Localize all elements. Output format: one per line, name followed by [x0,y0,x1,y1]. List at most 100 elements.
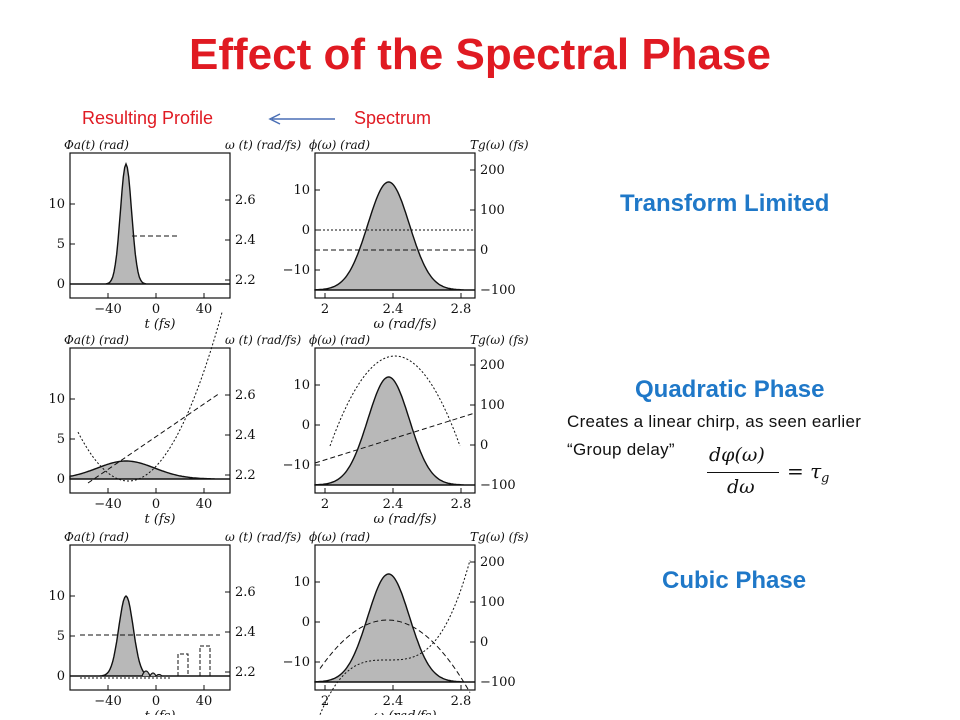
freq-panel-2-x-1: 2.4 [383,497,404,512]
freq-panel-2-delay [314,412,476,464]
freq-panel-2-yr-3: 200 [480,358,505,373]
label-transform-limited: Transform Limited [620,190,830,217]
phase-figure: Φa(t) (rad) ω (t) (rad/fs) 0 5 10 2.2 2.4 2.6 −4… [48,138,529,715]
time-panel-3-yr-2: 2.6 [235,585,256,600]
freq-panel-3-yr-2: 100 [480,595,505,610]
freq-panel-1-x-1: 2.4 [383,302,404,317]
freq-panel-1-yr-3: 200 [480,163,505,178]
time-panel-1-yl-1: 5 [57,237,65,252]
time-panel-1-left-label: Φa(t) (rad) [64,138,129,152]
time-panel-1-yr-0: 2.2 [235,273,256,288]
time-panel-3-yl-0: 0 [57,669,65,684]
time-panel-1-right-label: ω (t) (rad/fs) [225,138,301,152]
time-panel-2-yr-0: 2.2 [235,468,256,483]
time-panel-3-yr-0: 2.2 [235,665,256,680]
time-panel-3-left-label: Φa(t) (rad) [64,530,129,544]
freq-panel-2-yl-1: 0 [302,418,310,433]
freq-panel-3-spectrum [314,573,475,683]
time-panel-3-ripple [141,670,163,678]
freq-panel-2-yl-0: −10 [283,458,310,473]
time-panel-3-yl-1: 5 [57,629,65,644]
time-panel-1-yl-0: 0 [57,277,65,292]
time-panel-2-x-1: 0 [152,497,160,512]
slide-title: Effect of the Spectral Phase [189,30,771,79]
time-panel-1-yr-1: 2.4 [235,233,256,248]
time-panel-1-intensity [70,162,230,285]
freq-panel-1-yr-1: 0 [480,243,488,258]
freq-panel-2-x-0: 2 [321,497,329,512]
freq-panel-2-xlabel: ω (rad/fs) [373,512,436,527]
time-panel-2-yl-2: 10 [48,392,65,407]
freq-panel-2-right-label: Tg(ω) (fs) [470,333,529,347]
time-panel-3-steps [177,645,220,677]
time-panel-3-x-2: 40 [196,694,213,709]
time-panel-1-xlabel: t (fs) [145,317,176,332]
freq-panel-2-yr-2: 100 [480,398,505,413]
freq-panel-1-x-0: 2 [321,302,329,317]
time-panel-2-yr-1: 2.4 [235,428,256,443]
time-panel-1-x-1: 0 [152,302,160,317]
time-panel-2-freq [87,392,221,484]
time-panel-1-yr-2: 2.6 [235,193,256,208]
freq-panel-3-left-label: ϕ(ω) (rad) [309,530,370,544]
freq-panel-1-x-2: 2.8 [451,302,472,317]
time-panel-3-xlabel: t (fs) [145,709,176,715]
freq-panel-3-xlabel: ω (rad/fs) [373,709,436,715]
time-panel-1-x-0: −40 [94,302,121,317]
time-panel-3-right-label: ω (t) (rad/fs) [225,530,301,544]
freq-panel-3-yr-3: 200 [480,555,505,570]
time-panel-2-phase [77,312,223,482]
freq-panel-3-yr-1: 0 [480,635,488,650]
header-resulting-profile: Resulting Profile [82,108,214,128]
freq-panel-2-yl-2: 10 [293,378,310,393]
freq-panel-3-right-label: Tg(ω) (fs) [470,530,529,544]
eq-numerator: dφ(ω) [709,444,765,466]
note-group-delay: “Group delay” [567,440,675,459]
time-panel-3-yl-2: 10 [48,589,65,604]
time-panel-1-frame [69,152,231,299]
freq-panel-1-xlabel: ω (rad/fs) [373,317,436,332]
freq-panel-3-delay [319,619,471,693]
time-panel-1-yl-2: 10 [48,197,65,212]
freq-panel-1-yr-0: −100 [480,283,516,298]
eq-rhs: = τ [787,459,822,483]
freq-panel-2-phase [329,355,461,447]
freq-panel-1-yl-2: 10 [293,183,310,198]
time-panel-2-intensity [69,460,230,480]
header-spectrum: Spectrum [354,108,432,128]
time-panel-2-x-0: −40 [94,497,121,512]
freq-panel-3-frame [314,544,476,691]
label-cubic-phase: Cubic Phase [662,567,807,594]
freq-panel-2-spectrum [314,376,475,486]
label-quadratic-phase: Quadratic Phase [635,376,825,403]
freq-panel-3-yl-0: −10 [283,655,310,670]
freq-panel-1-yl-1: 0 [302,223,310,238]
freq-panel-2-left-label: ϕ(ω) (rad) [309,333,370,347]
time-panel-2-yl-0: 0 [57,472,65,487]
freq-panel-1-yr-2: 100 [480,203,505,218]
freq-panel-3-yl-1: 0 [302,615,310,630]
freq-panel-3-x-1: 2.4 [383,694,404,709]
time-panel-1-x-2: 40 [196,302,213,317]
left-arrow-icon [268,113,335,125]
time-panel-3-frame [69,544,231,691]
freq-panel-3-yr-0: −100 [480,675,516,690]
time-panel-2-right-label: ω (t) (rad/fs) [225,333,301,347]
time-panel-3-x-0: −40 [94,694,121,709]
freq-panel-1-spectrum [314,181,475,291]
note-linear-chirp: Creates a linear chirp, as seen earlier [567,412,862,431]
time-panel-3-yr-1: 2.4 [235,625,256,640]
freq-panel-3-x-2: 2.8 [451,694,472,709]
freq-panel-1-right-label: Tg(ω) (fs) [470,138,529,152]
time-panel-2-frame [69,347,231,494]
time-panel-2-yr-2: 2.6 [235,388,256,403]
freq-panel-1-left-label: ϕ(ω) (rad) [309,138,370,152]
time-panel-2-x-2: 40 [196,497,213,512]
freq-panel-1-frame [314,152,476,299]
eq-denominator: dω [727,476,755,498]
time-panel-2-yl-1: 5 [57,432,65,447]
time-panel-2-xlabel: t (fs) [145,512,176,527]
group-delay-equation: dφ(ω) dω = τ g [705,444,855,504]
freq-panel-3-phase [319,560,471,715]
time-panel-3-intensity [70,594,230,677]
